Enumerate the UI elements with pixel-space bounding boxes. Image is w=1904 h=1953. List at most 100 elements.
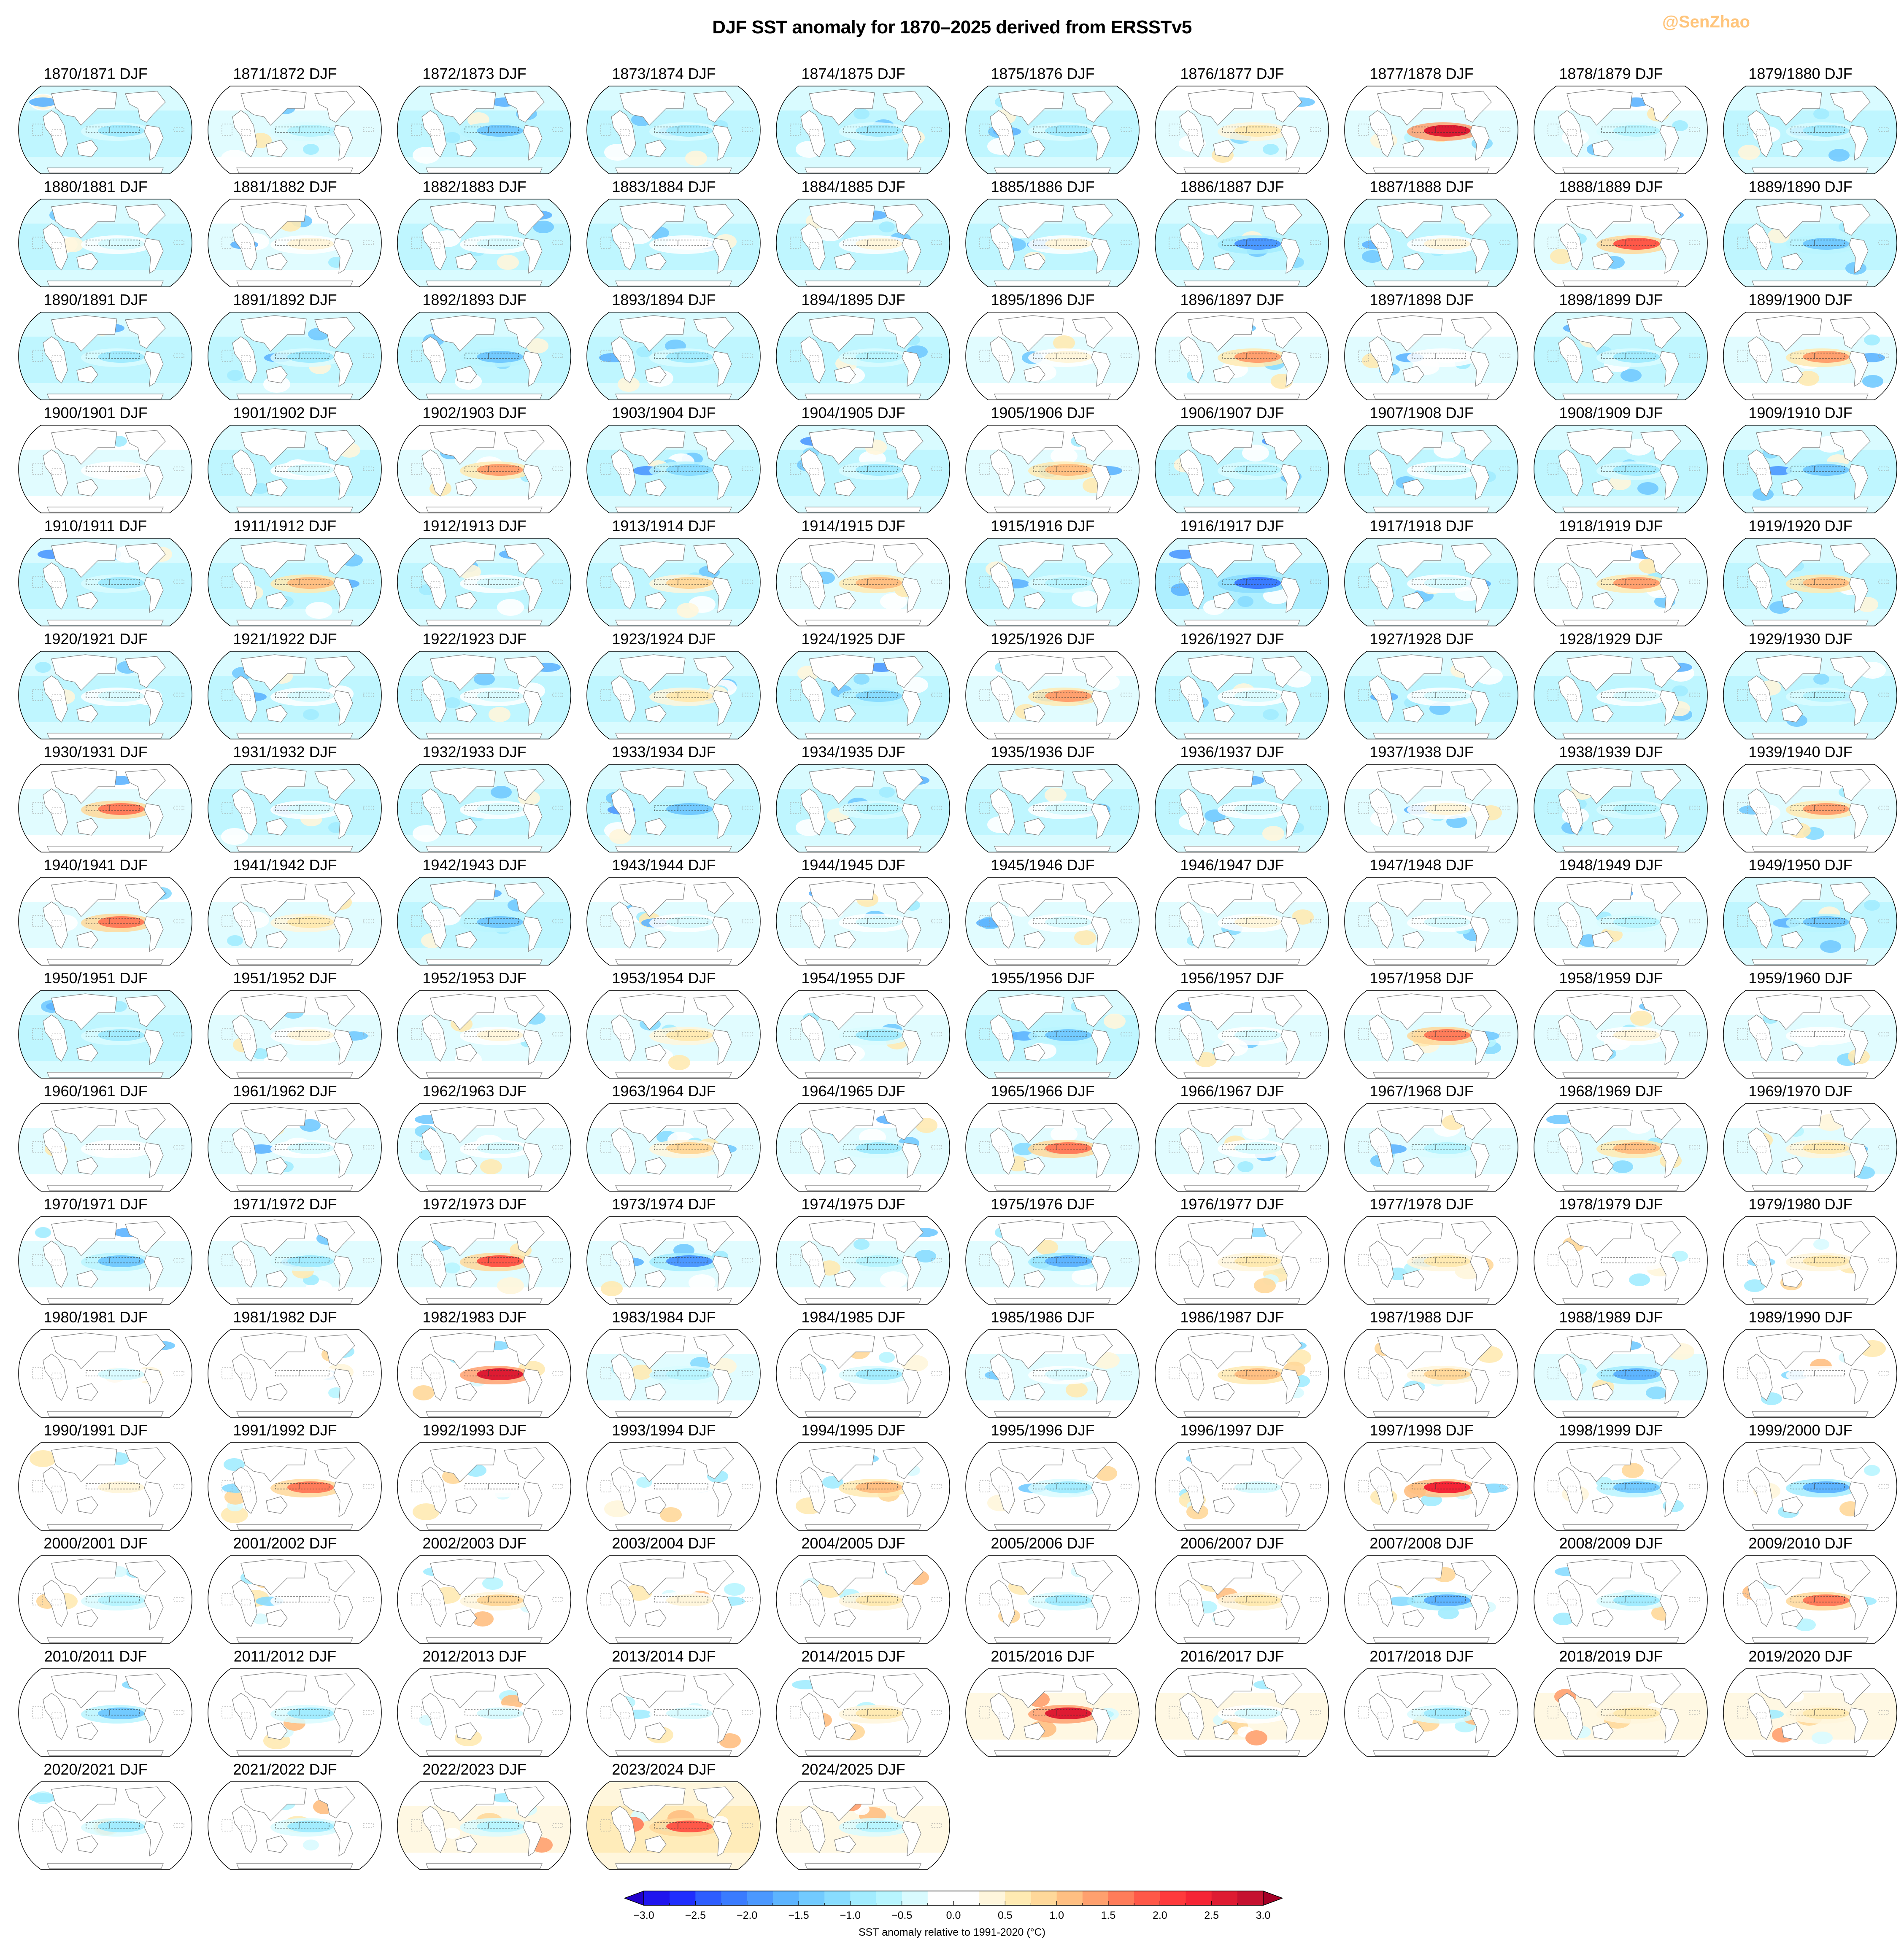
panel-title: 1963/1964 DJF [612, 1082, 716, 1100]
map-panel: 2003/2004 DJF [569, 1533, 761, 1646]
sst-map-graphic [397, 86, 571, 174]
sst-map-graphic [1534, 1216, 1708, 1305]
map-panel: 1918/1919 DJF [1516, 515, 1708, 629]
sst-map-graphic [965, 1329, 1140, 1418]
sst-map-graphic [18, 990, 192, 1079]
sst-map-graphic [1723, 312, 1897, 400]
panel-title: 1998/1999 DJF [1559, 1422, 1663, 1439]
sst-anomaly-map [1533, 1555, 1708, 1644]
sst-anomaly-map [1154, 198, 1329, 288]
sst-map-graphic [18, 1103, 192, 1192]
panel-title: 2006/2007 DJF [1180, 1535, 1284, 1552]
map-panel: 1914/1915 DJF [759, 515, 950, 629]
map-panel: 1981/1982 DJF [190, 1307, 382, 1420]
sst-map-graphic [776, 1442, 950, 1531]
sst-map-graphic [397, 1555, 571, 1644]
map-panel: 2014/2015 DJF [759, 1646, 950, 1759]
map-panel: 2018/2019 DJF [1516, 1646, 1708, 1759]
sst-map-graphic [1344, 312, 1518, 400]
map-panel: 1957/1958 DJF [1327, 968, 1518, 1081]
panel-title: 1944/1945 DJF [801, 856, 905, 874]
map-panel: 1903/1904 DJF [569, 402, 761, 515]
panel-title: 1909/1910 DJF [1748, 404, 1853, 421]
sst-anomaly-map [397, 1442, 572, 1531]
sst-map-graphic [18, 1555, 192, 1644]
sst-map-graphic [586, 1329, 761, 1418]
sst-anomaly-map [18, 1668, 193, 1757]
map-panel: 1884/1885 DJF [759, 176, 950, 289]
sst-map-graphic [1344, 1442, 1518, 1531]
map-panel: 2012/2013 DJF [380, 1646, 571, 1759]
sst-anomaly-map [207, 424, 382, 514]
map-panel: 1873/1874 DJF [569, 63, 761, 176]
sst-anomaly-map [1344, 85, 1519, 175]
sst-anomaly-map [1723, 1555, 1898, 1644]
sst-map-graphic [1534, 312, 1708, 400]
panel-title: 1997/1998 DJF [1369, 1422, 1474, 1439]
map-panel: 1912/1913 DJF [380, 515, 571, 629]
sst-anomaly-map [775, 1555, 951, 1644]
map-panel: 2017/2018 DJF [1327, 1646, 1518, 1759]
sst-map-graphic [965, 1216, 1140, 1305]
panel-title: 1896/1897 DJF [1180, 291, 1284, 308]
sst-anomaly-map [1154, 1329, 1329, 1418]
sst-map-graphic [208, 1781, 382, 1870]
sst-anomaly-map [775, 1781, 951, 1870]
sst-map-graphic [586, 1442, 761, 1531]
panel-title: 1993/1994 DJF [612, 1422, 716, 1439]
panel-title: 1890/1891 DJF [43, 291, 148, 308]
colorbar-tick-label: −1.5 [788, 1910, 809, 1921]
map-panel: 1919/1920 DJF [1706, 515, 1897, 629]
map-panel: 1943/1944 DJF [569, 855, 761, 968]
sst-map-graphic [586, 86, 761, 174]
sst-map-graphic [208, 651, 382, 739]
map-panel: 1874/1875 DJF [759, 63, 950, 176]
sst-anomaly-map [586, 1668, 761, 1757]
map-panel: 1963/1964 DJF [569, 1081, 761, 1194]
sst-anomaly-map [207, 763, 382, 853]
sst-anomaly-map [965, 424, 1140, 514]
panel-title: 1910/1911 DJF [44, 517, 147, 534]
sst-map-graphic [1155, 1668, 1329, 1757]
map-panel: 1908/1909 DJF [1516, 402, 1708, 515]
sst-anomaly-map [397, 763, 572, 853]
sst-map-graphic [776, 1555, 950, 1644]
panel-title: 1947/1948 DJF [1369, 856, 1474, 874]
panel-title: 1949/1950 DJF [1748, 856, 1853, 874]
sst-anomaly-map [1723, 198, 1898, 288]
sst-anomaly-map [775, 311, 951, 401]
panel-title: 1903/1904 DJF [612, 404, 716, 421]
sst-map-graphic [965, 199, 1140, 287]
sst-anomaly-map [397, 1216, 572, 1305]
map-panel: 1932/1933 DJF [380, 742, 572, 855]
map-panel: 1922/1923 DJF [380, 629, 571, 742]
sst-anomaly-map [1154, 990, 1329, 1079]
sst-map-graphic [1155, 1442, 1329, 1531]
map-panel: 1881/1882 DJF [190, 176, 382, 289]
sst-map-graphic [18, 1781, 192, 1870]
panel-title: 1926/1927 DJF [1180, 630, 1284, 647]
panel-title: 1927/1928 DJF [1369, 630, 1474, 647]
sst-anomaly-map [18, 85, 193, 175]
sst-anomaly-map [775, 650, 951, 740]
sst-anomaly-map [775, 1103, 951, 1192]
sst-map-graphic [208, 877, 382, 966]
panel-title: 1908/1909 DJF [1559, 404, 1663, 421]
panel-title: 1882/1883 DJF [422, 178, 527, 195]
sst-map-graphic [1155, 1555, 1329, 1644]
map-panel: 2021/2022 DJF [190, 1759, 382, 1872]
panel-title: 2021/2022 DJF [233, 1761, 337, 1778]
sst-anomaly-map [965, 1442, 1140, 1531]
sst-map-graphic [397, 1103, 571, 1192]
panel-title: 1972/1973 DJF [422, 1195, 527, 1213]
sst-anomaly-map [775, 1216, 951, 1305]
panel-title: 1982/1983 DJF [422, 1308, 527, 1326]
sst-anomaly-map [1344, 424, 1519, 514]
sst-map-graphic [1155, 1216, 1329, 1305]
panel-title: 1902/1903 DJF [422, 404, 527, 421]
sst-map-graphic [1534, 538, 1708, 626]
sst-map-graphic [586, 651, 761, 739]
sst-anomaly-map [18, 1216, 193, 1305]
sst-map-graphic [776, 538, 950, 626]
sst-anomaly-map [1533, 311, 1708, 401]
